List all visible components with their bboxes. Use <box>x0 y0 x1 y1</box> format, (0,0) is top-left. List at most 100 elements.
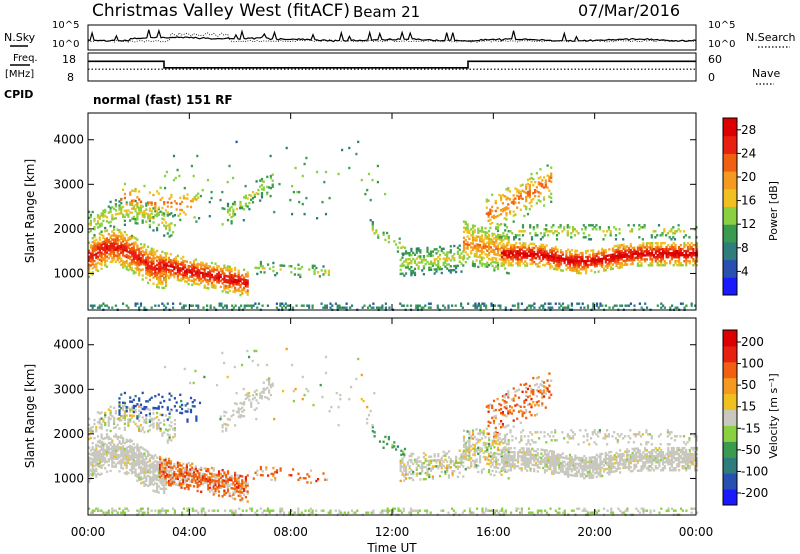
heatmap-cell <box>191 480 194 484</box>
heatmap-cell <box>185 276 188 280</box>
heatmap-cell <box>113 435 116 438</box>
heatmap-cell <box>613 249 616 252</box>
heatmap-cell <box>268 389 271 392</box>
heatmap-cell <box>134 217 137 221</box>
heatmap-cell <box>228 277 231 281</box>
heatmap-cell <box>194 481 197 484</box>
heatmap-cell <box>650 234 653 237</box>
heatmap-cell <box>470 437 473 440</box>
heatmap-cell <box>91 466 94 469</box>
heatmap-cell <box>159 477 162 480</box>
heatmap-cell <box>415 468 418 471</box>
heatmap-cell <box>173 259 176 263</box>
heatmap-cell <box>619 256 622 259</box>
heatmap-cell <box>156 423 159 427</box>
heatmap-cell <box>554 268 557 271</box>
heatmap-cell <box>173 470 176 474</box>
heatmap-cell <box>500 196 503 200</box>
heatmap-cell <box>507 238 510 241</box>
heatmap-cell <box>679 254 682 257</box>
heatmap-cell <box>107 205 110 208</box>
heatmap-cell <box>238 306 241 309</box>
heatmap-cell <box>543 198 546 201</box>
heatmap-cell <box>214 473 217 477</box>
heatmap-cell <box>244 393 247 397</box>
heatmap-cell <box>506 250 509 253</box>
heatmap-cell <box>232 413 235 417</box>
heatmap-cell <box>147 281 150 285</box>
heatmap-cell <box>201 188 204 192</box>
heatmap-cell <box>279 304 282 307</box>
heatmap-cell <box>536 255 539 258</box>
heatmap-cell <box>169 470 172 473</box>
heatmap-cell <box>244 397 247 401</box>
heatmap-cell <box>502 252 505 255</box>
heatmap-cell <box>602 257 606 260</box>
heatmap-cell <box>403 479 406 482</box>
heatmap-cell <box>422 306 425 309</box>
heatmap-cell <box>223 414 226 418</box>
heatmap-cell <box>210 472 213 476</box>
heatmap-cell <box>141 428 144 431</box>
heatmap-cell <box>565 306 568 309</box>
heatmap-cell <box>152 252 155 255</box>
heatmap-cell <box>159 461 162 464</box>
heatmap-cell <box>649 244 652 247</box>
heatmap-cell <box>527 248 530 251</box>
heatmap-cell <box>145 465 148 469</box>
heatmap-cell <box>500 264 503 268</box>
heatmap-cell <box>125 406 128 409</box>
freq-left-tick-top: 18 <box>62 53 76 66</box>
heatmap-cell <box>212 284 215 287</box>
heatmap-cell <box>527 304 531 307</box>
heatmap-cell <box>563 226 566 229</box>
heatmap-cell <box>123 418 126 422</box>
heatmap-cell <box>650 236 653 239</box>
heatmap-cell <box>271 384 274 387</box>
heatmap-cell <box>123 260 126 264</box>
heatmap-cell <box>545 224 548 227</box>
heatmap-cell <box>132 471 135 474</box>
heatmap-cell <box>406 262 409 265</box>
heatmap-cell <box>164 465 168 468</box>
heatmap-cell <box>203 477 206 480</box>
heatmap-cell <box>426 469 429 473</box>
heatmap-cell <box>507 262 510 265</box>
heatmap-cell <box>190 164 193 168</box>
heatmap-cell <box>447 464 451 467</box>
heatmap-cell <box>123 246 126 250</box>
heatmap-cell <box>660 246 663 249</box>
heatmap-cell <box>241 475 244 478</box>
heatmap-cell <box>466 227 469 230</box>
heatmap-cell <box>141 391 144 395</box>
heatmap-cell <box>212 266 215 269</box>
heatmap-cell <box>517 250 520 253</box>
heatmap-cell <box>257 192 260 196</box>
heatmap-cell <box>652 254 656 257</box>
heatmap-cell <box>122 453 125 456</box>
heatmap-cell <box>118 239 121 242</box>
heatmap-cell <box>143 448 146 451</box>
heatmap-cell <box>474 302 477 305</box>
heatmap-cell <box>611 259 614 262</box>
heatmap-cell <box>123 192 126 196</box>
heatmap-cell <box>657 224 661 227</box>
heatmap-cell <box>228 281 231 285</box>
heatmap-cell <box>517 306 520 309</box>
heatmap-cell <box>125 261 128 265</box>
heatmap-cell <box>91 251 94 254</box>
heatmap-cell <box>116 435 119 439</box>
heatmap-cell <box>418 304 421 307</box>
heatmap-cell <box>120 249 123 253</box>
heatmap-cell <box>141 278 144 281</box>
heatmap-cell <box>549 254 552 258</box>
heatmap-cell <box>410 452 413 456</box>
heatmap-cell <box>145 457 148 461</box>
heatmap-cell <box>167 276 171 280</box>
heatmap-cell <box>473 246 476 250</box>
heatmap-cell <box>268 186 271 189</box>
heatmap-cell <box>219 415 222 418</box>
heatmap-cell <box>442 257 445 261</box>
heatmap-cell <box>466 241 469 244</box>
heatmap-cell <box>132 254 135 257</box>
